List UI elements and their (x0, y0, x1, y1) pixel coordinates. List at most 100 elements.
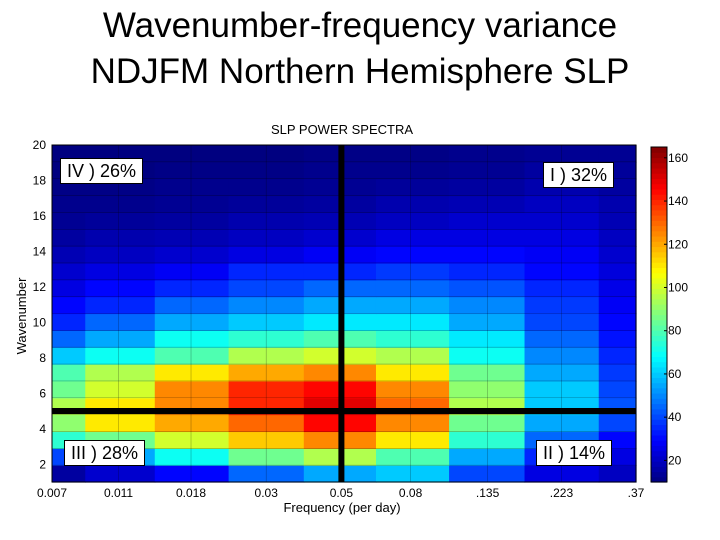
x-tick-label: 0.011 (104, 486, 133, 500)
heatmap-cell (449, 330, 526, 348)
y-tick-label: 16 (33, 209, 47, 223)
heatmap-cell (154, 229, 230, 247)
heatmap-cell (228, 279, 305, 298)
x-tick-label: .37 (628, 486, 645, 500)
heatmap-cell (228, 246, 305, 264)
heatmap-cell (154, 178, 230, 197)
colorbar-segment (651, 246, 667, 253)
colorbar-segment (651, 267, 667, 274)
colorbar-tick-label: 60 (668, 367, 682, 381)
slide-title-line-1: Wavenumber-frequency variance (102, 6, 618, 45)
heatmap-cell (375, 161, 450, 180)
heatmap-cell (52, 364, 86, 382)
colorbar-segment (651, 204, 667, 211)
heatmap-cell (524, 347, 600, 365)
heatmap-cell (598, 465, 637, 483)
heatmap-cell (52, 296, 86, 315)
x-tick-label: .223 (550, 486, 574, 500)
heatmap-cell (375, 212, 450, 230)
heatmap-cell (375, 279, 450, 298)
heatmap-cell (52, 212, 86, 230)
colorbar-segment (651, 298, 667, 305)
heatmap-cell (449, 431, 526, 449)
heatmap-cell (598, 380, 637, 399)
heatmap-cell (52, 313, 86, 331)
colorbar-segment (651, 277, 667, 284)
heatmap-cell (154, 246, 230, 264)
colorbar-tick-label: 160 (668, 151, 688, 165)
heatmap-cell (375, 364, 450, 382)
heatmap-cell (85, 262, 156, 281)
y-tick-label: 8 (39, 351, 46, 365)
colorbar-segment (651, 429, 667, 436)
slide-title-line-2: NDJFM Northern Hemisphere SLP (90, 52, 630, 91)
colorbar-segment (651, 272, 667, 279)
heatmap-cell (598, 330, 637, 348)
heatmap-cell (375, 431, 450, 449)
heatmap-cell (154, 431, 230, 449)
heatmap-cell (85, 296, 156, 315)
y-tick-label: 4 (39, 422, 46, 436)
colorbar-segment (651, 162, 667, 169)
colorbar-segment (651, 440, 667, 446)
heatmap-cell (449, 279, 526, 298)
heatmap-cell (375, 195, 450, 213)
heatmap-cell (228, 364, 305, 382)
x-tick-label: 0.018 (176, 486, 206, 500)
heatmap-cell (228, 296, 305, 315)
colorbar-tick-label: 80 (668, 324, 682, 338)
colorbar-segment (651, 188, 667, 195)
colorbar-segment (651, 382, 667, 389)
heatmap-cell (524, 330, 600, 348)
heatmap-cell (228, 465, 305, 483)
colorbar-segment (651, 304, 667, 310)
heatmap-cell (598, 279, 637, 298)
heatmap-cell (154, 279, 230, 298)
colorbar-segment (651, 434, 667, 441)
colorbar-segment (651, 256, 667, 263)
heatmap-cell (154, 161, 230, 180)
heatmap-cell (85, 229, 156, 247)
colorbar-segment (651, 398, 667, 405)
colorbar-frame (650, 146, 668, 483)
heatmap-cell (375, 145, 450, 163)
heatmap-cell (449, 380, 526, 399)
colorbar-segment (651, 450, 667, 457)
heatmap-cell (598, 313, 637, 331)
colorbar-tick-label: 140 (668, 194, 688, 208)
heatmap-cell (524, 212, 600, 230)
heatmap-cell (85, 380, 156, 399)
heatmap-cell (449, 212, 526, 230)
colorbar-segment (651, 157, 667, 164)
heatmap-cell (52, 380, 86, 399)
colorbar-segment (651, 251, 667, 258)
heatmap-cell (228, 448, 305, 466)
heatmap-cell (52, 279, 86, 298)
heatmap-cell (154, 313, 230, 331)
colorbar-segment (651, 393, 667, 399)
colorbar-segment (651, 324, 667, 331)
colorbar-segment (651, 230, 667, 237)
colorbar-tick-label: 40 (668, 410, 682, 424)
heatmap-cell (85, 313, 156, 331)
colorbar-segment (651, 220, 667, 227)
heatmap-cell (228, 380, 305, 399)
heatmap-cell (524, 229, 600, 247)
y-tick-label: 10 (33, 315, 47, 329)
colorbar-segment (651, 330, 667, 337)
heatmap-cell (154, 212, 230, 230)
heatmap-cell (228, 431, 305, 449)
heatmap-cell (375, 347, 450, 365)
heatmap-cell (228, 347, 305, 365)
colorbar-segment (651, 340, 667, 347)
colorbar-segment (651, 351, 667, 357)
colorbar-segment (651, 288, 667, 295)
colorbar-segment (651, 225, 667, 232)
heatmap-cell (524, 364, 600, 382)
heatmap-cell (154, 296, 230, 315)
colorbar-segment (651, 356, 667, 363)
y-tick-label: 6 (39, 386, 46, 400)
heatmap-cell (154, 414, 230, 433)
colorbar-segment (651, 178, 667, 185)
colorbar-segment (651, 215, 667, 221)
